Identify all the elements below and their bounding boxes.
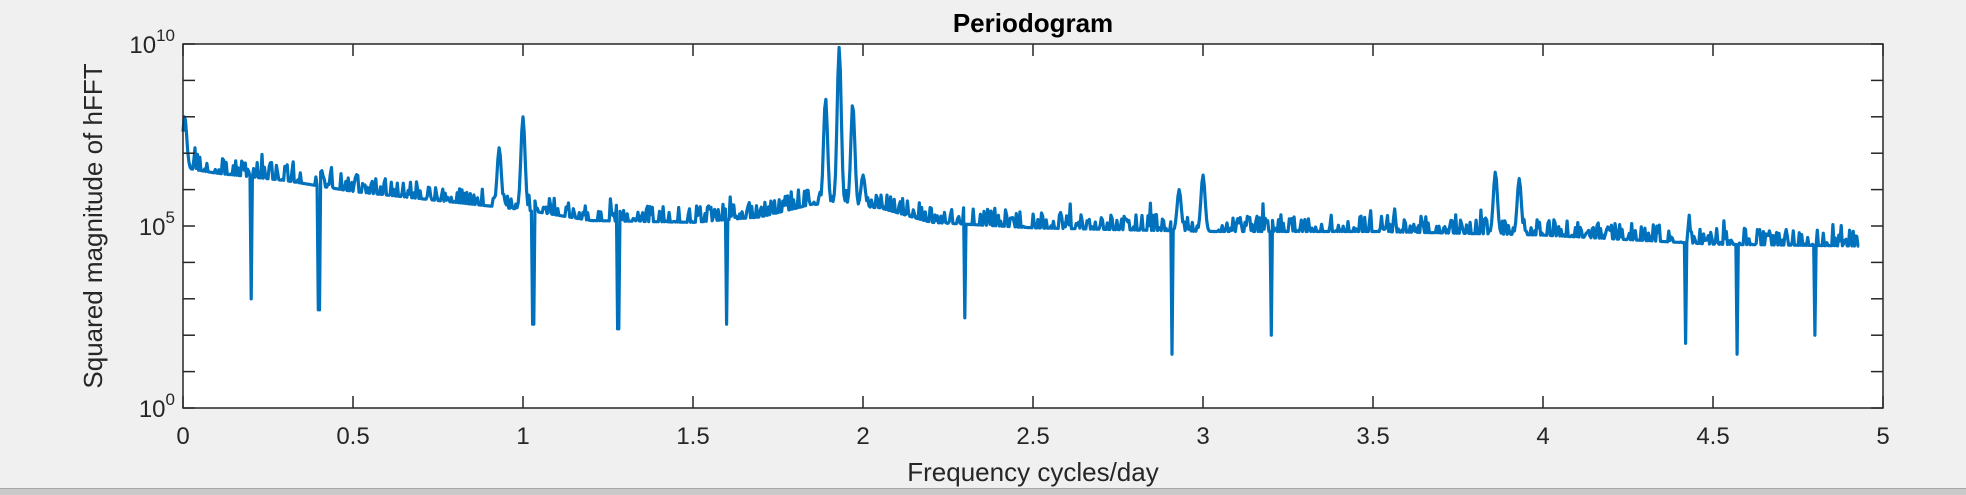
x-tick-label: 0.5 [336,423,369,450]
window-bottom-strip [0,488,1966,495]
x-ticks: 0 0.5 1 1.5 2 2.5 3 3.5 4 4.5 5 [176,44,1890,450]
y-tick-label: 100 [139,390,175,423]
chart-title: Periodogram [953,8,1113,38]
periodogram-series-line [181,45,1860,356]
y-tick-label: 105 [139,208,175,241]
y-axis-label: Squared magnitude of hFFT [78,63,108,388]
x-tick-label: 4.5 [1696,423,1729,450]
x-axis-label: Frequency cycles/day [907,457,1158,487]
series-layer [181,45,1860,356]
x-tick-label: 3.5 [1356,423,1389,450]
x-tick-label: 2.5 [1016,423,1049,450]
y-tick-label: 1010 [129,26,175,59]
x-tick-label: 1.5 [676,423,709,450]
x-tick-label: 1 [516,423,529,450]
x-tick-label: 0 [176,423,189,450]
y-ticks: 100 105 1010 [129,26,1883,423]
x-tick-label: 4 [1536,423,1549,450]
x-tick-label: 2 [856,423,869,450]
x-tick-label: 5 [1876,423,1889,450]
x-tick-label: 3 [1196,423,1209,450]
